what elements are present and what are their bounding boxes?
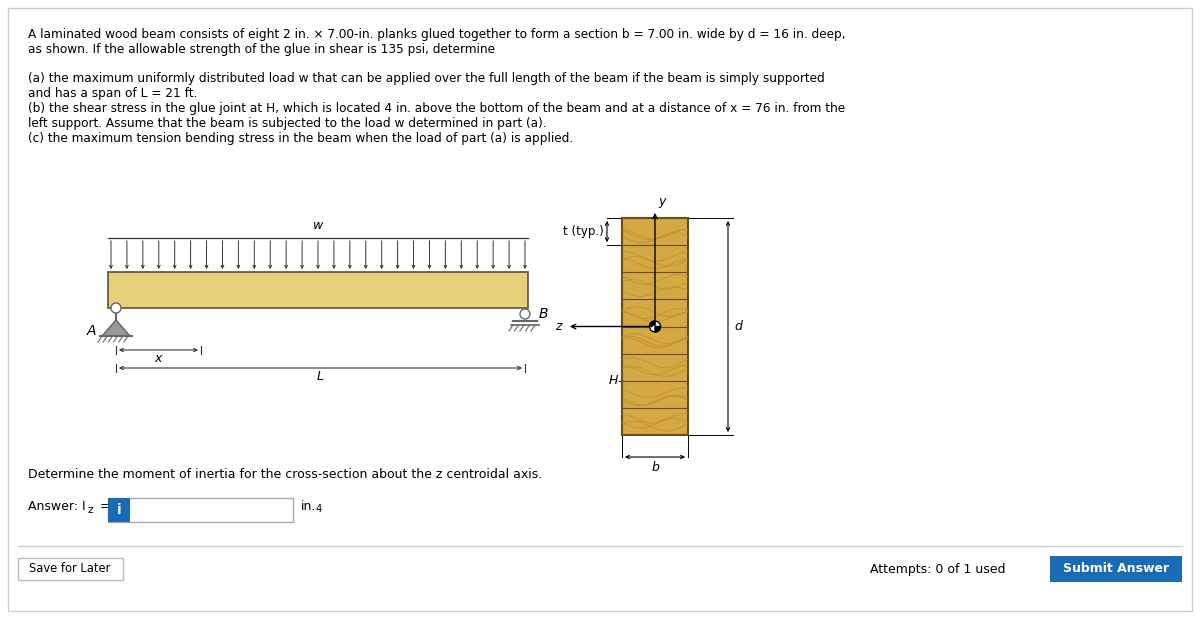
Text: Save for Later: Save for Later	[29, 563, 110, 576]
Text: left support. Assume that the beam is subjected to the load w determined in part: left support. Assume that the beam is su…	[28, 117, 547, 130]
Bar	[1050, 556, 1182, 582]
Text: Attempts: 0 of 1 used: Attempts: 0 of 1 used	[870, 563, 1006, 576]
Text: w: w	[313, 219, 323, 232]
Polygon shape	[655, 326, 660, 332]
Circle shape	[112, 303, 121, 313]
Text: Answer: I: Answer: I	[28, 500, 85, 513]
Bar	[622, 218, 688, 435]
Text: i: i	[116, 503, 121, 517]
Text: t (typ.): t (typ.)	[563, 225, 604, 238]
Text: L: L	[317, 370, 324, 383]
Text: (a) the maximum uniformly distributed load w that can be applied over the full l: (a) the maximum uniformly distributed lo…	[28, 72, 824, 85]
Polygon shape	[649, 321, 655, 326]
Text: (b) the shear stress in the glue joint at H, which is located 4 in. above the bo: (b) the shear stress in the glue joint a…	[28, 102, 845, 115]
Bar	[18, 558, 124, 580]
Bar	[108, 272, 528, 308]
Polygon shape	[649, 326, 655, 332]
Text: B: B	[539, 307, 548, 321]
Text: and has a span of L = 21 ft.: and has a span of L = 21 ft.	[28, 87, 197, 100]
Text: A laminated wood beam consists of eight 2 in. × 7.00-in. planks glued together t: A laminated wood beam consists of eight …	[28, 28, 846, 41]
Polygon shape	[102, 320, 130, 336]
Text: as shown. If the allowable strength of the glue in shear is 135 psi, determine: as shown. If the allowable strength of t…	[28, 43, 496, 56]
Text: (c) the maximum tension bending stress in the beam when the load of part (a) is : (c) the maximum tension bending stress i…	[28, 132, 574, 145]
Bar	[108, 498, 293, 522]
Text: Determine the moment of inertia for the cross-section about the z centroidal axi: Determine the moment of inertia for the …	[28, 468, 542, 481]
Text: =: =	[96, 500, 110, 513]
Text: in.: in.	[301, 500, 317, 513]
Text: d: d	[734, 320, 742, 333]
Text: b: b	[652, 461, 659, 474]
Circle shape	[520, 309, 530, 319]
Text: z: z	[88, 505, 94, 515]
Text: 4: 4	[316, 504, 323, 514]
Polygon shape	[655, 321, 660, 326]
Text: x: x	[155, 352, 162, 365]
Text: Submit Answer: Submit Answer	[1063, 563, 1169, 576]
Bar	[108, 498, 130, 522]
Text: A: A	[86, 324, 96, 338]
Text: z: z	[556, 320, 562, 333]
Text: H: H	[608, 374, 618, 387]
Text: y: y	[658, 195, 665, 208]
